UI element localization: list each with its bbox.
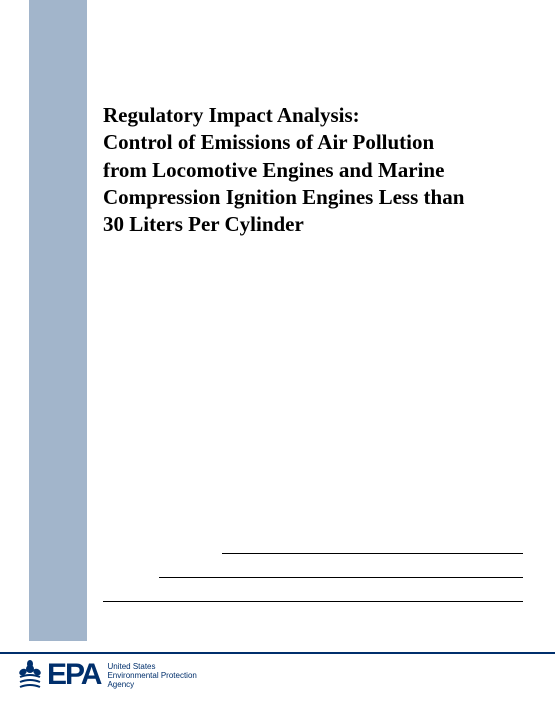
title-line-1: Regulatory Impact Analysis: [103,102,523,129]
epa-logo-block: EPA United States Environmental Protecti… [17,660,197,690]
agency-line-2: Environmental Protection [107,671,196,680]
document-cover-page: Regulatory Impact Analysis: Control of E… [0,0,555,719]
title-line-4: Compression Ignition Engines Less than [103,184,523,211]
title-line-3: from Locomotive Engines and Marine [103,157,523,184]
title-block: Regulatory Impact Analysis: Control of E… [103,102,523,238]
title-line-5: 30 Liters Per Cylinder [103,211,523,238]
sidebar-band [29,0,87,641]
epa-mark: EPA [17,660,100,690]
rule-medium [159,577,523,578]
title-line-2: Control of Emissions of Air Pollution [103,129,523,156]
agency-name: United States Environmental Protection A… [107,660,196,690]
epa-flower-icon [17,660,43,690]
epa-letters: EPA [47,660,100,690]
rule-short [222,553,523,554]
agency-line-1: United States [107,662,196,671]
footer-rule [0,652,555,654]
agency-line-3: Agency [107,680,196,689]
stepped-rules [103,553,523,602]
rule-long [103,601,523,602]
